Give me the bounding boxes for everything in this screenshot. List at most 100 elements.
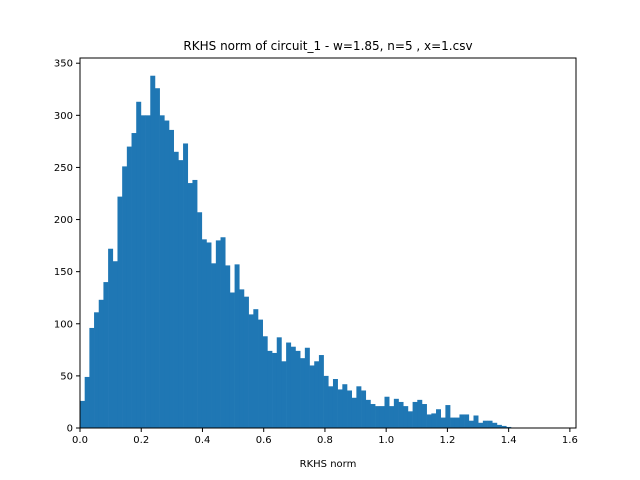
histogram-bar: [229, 292, 235, 428]
y-tick-label: 150: [54, 267, 73, 278]
histogram-bar: [122, 166, 128, 429]
histogram-bar: [426, 414, 432, 428]
histogram-bar: [154, 88, 160, 429]
histogram-bar: [253, 309, 259, 428]
histogram-bar: [243, 296, 249, 428]
histogram-bar: [389, 406, 395, 428]
histogram-bar: [375, 406, 381, 428]
histogram-bar: [108, 248, 114, 428]
histogram-bar: [201, 239, 207, 428]
histogram-bar: [379, 406, 385, 428]
histogram-bar: [412, 401, 418, 428]
x-axis-label: RKHS norm: [300, 459, 357, 470]
x-tick-label: 0.0: [72, 435, 88, 446]
histogram-bar: [131, 133, 137, 429]
histogram-bar: [112, 261, 118, 428]
histogram-bar: [98, 299, 104, 428]
histogram-bar: [183, 143, 189, 428]
histogram-bar: [347, 390, 352, 428]
histogram-bar: [281, 361, 287, 428]
histogram-bar: [314, 361, 320, 428]
y-tick-label: 200: [54, 215, 73, 226]
histogram-bar: [487, 420, 493, 428]
x-tick-label: 0.4: [195, 435, 211, 446]
histogram-bar: [126, 146, 132, 428]
histogram-bar: [393, 398, 399, 428]
histogram-bar: [365, 399, 371, 428]
x-tick-label: 0.2: [133, 435, 149, 446]
histogram-bar: [342, 384, 348, 428]
y-tick-label: 50: [60, 371, 73, 382]
histogram-bar: [421, 404, 427, 428]
histogram-bar: [267, 350, 273, 428]
x-tick-label: 0.8: [317, 435, 333, 446]
x-axis-ticks: 0.0 0.2 0.4 0.6 0.8 1.0 1.2 1.4 1.6: [72, 428, 578, 446]
histogram-bar: [323, 375, 329, 428]
histogram-bar: [351, 397, 357, 428]
x-tick-label: 1.2: [439, 435, 455, 446]
histogram-bar: [318, 355, 324, 428]
histogram-bar: [407, 411, 413, 428]
y-tick-label: 350: [54, 59, 73, 70]
histogram-bar: [473, 415, 479, 428]
x-tick-label: 1.4: [501, 435, 517, 446]
histogram-bar: [89, 327, 95, 428]
histogram-bar: [496, 424, 502, 428]
histogram-bar: [140, 115, 146, 428]
x-tick-label: 0.6: [256, 435, 272, 446]
histogram-bar: [164, 120, 170, 428]
histogram-bar: [234, 264, 240, 428]
histogram-bar: [398, 401, 404, 428]
histogram-bar: [103, 282, 109, 428]
histogram-bar: [215, 240, 221, 428]
histogram-bar: [136, 101, 142, 428]
histogram-bar: [370, 404, 376, 428]
x-tick-label: 1.0: [378, 435, 394, 446]
x-tick-label: 1.6: [562, 435, 578, 446]
histogram-bar: [384, 396, 390, 428]
histogram-bar: [169, 129, 174, 428]
histogram-bar: [337, 389, 343, 428]
bars-group: [80, 75, 512, 429]
histogram-bar: [173, 151, 179, 429]
histogram-bar: [150, 75, 156, 428]
histogram-bar: [417, 399, 423, 428]
histogram-bar: [478, 422, 484, 428]
histogram-bar: [431, 413, 437, 428]
histogram-bar: [309, 365, 315, 428]
histogram-bar: [262, 336, 268, 428]
histogram-bar: [445, 405, 451, 428]
histogram-bar: [211, 263, 217, 428]
histogram-bar: [440, 417, 446, 428]
histogram-bar: [501, 425, 507, 428]
y-tick-label: 250: [54, 163, 73, 174]
histogram-bar: [239, 289, 245, 428]
histogram-bar: [332, 379, 338, 428]
histogram-bar: [286, 342, 292, 428]
histogram-bar: [187, 183, 193, 428]
histogram-bar: [403, 406, 409, 428]
y-tick-label: 300: [54, 111, 73, 122]
histogram-bar: [300, 358, 306, 428]
histogram-bar: [295, 350, 301, 428]
histogram-bar: [206, 242, 212, 428]
histogram-bar: [454, 417, 460, 428]
histogram-bar: [304, 347, 310, 428]
histogram-bar: [450, 417, 456, 428]
histogram-bar: [272, 352, 278, 428]
histogram-bar: [468, 420, 474, 428]
histogram-bar: [145, 115, 151, 428]
histogram-bar: [464, 414, 470, 428]
histogram-bar: [361, 390, 367, 428]
histogram-bar: [492, 422, 498, 428]
y-tick-label: 0: [67, 424, 73, 435]
histogram-bar: [225, 265, 231, 428]
histogram-bar: [84, 376, 90, 428]
histogram-bar: [248, 314, 254, 428]
histogram-bar: [192, 179, 198, 428]
histogram-bar: [328, 386, 334, 428]
histogram-bar: [258, 319, 263, 428]
histogram-bar: [459, 414, 465, 428]
histogram-bar: [436, 409, 442, 428]
